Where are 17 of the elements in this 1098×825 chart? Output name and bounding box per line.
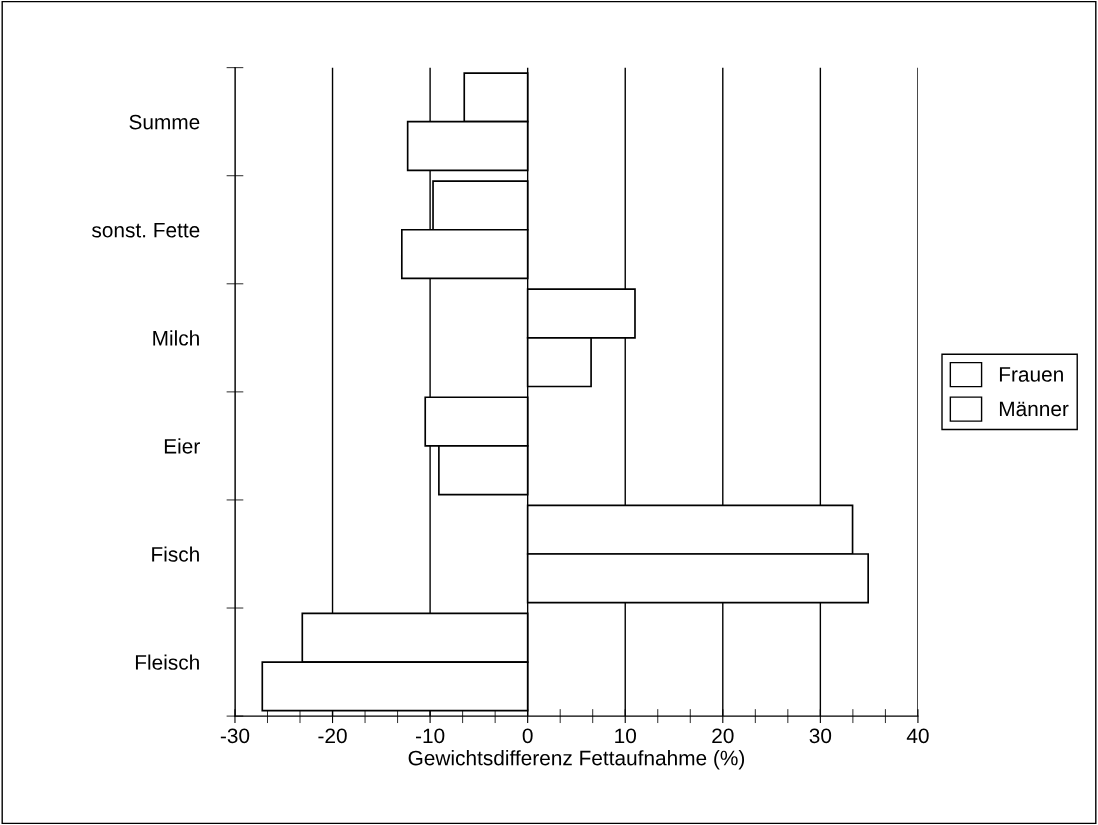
legend-label: Frauen: [999, 367, 1063, 382]
y-tick-label: Milch: [153, 330, 199, 346]
y-tick-label: Eier: [164, 438, 200, 454]
x-tick-label: -30: [220, 728, 250, 744]
y-tick-label: Fisch: [152, 546, 199, 562]
x-tick-label: 10: [615, 728, 637, 744]
y-tick-label: Fleisch: [135, 654, 199, 670]
x-axis-title: Gewichtsdifferenz Fettaufnahme (%): [408, 750, 745, 770]
x-tick-label: 30: [809, 728, 832, 744]
legend-label: Männer: [999, 401, 1069, 417]
x-tick-label: 40: [906, 728, 929, 744]
y-tick-label: Summe: [129, 114, 200, 130]
x-tick-label: 20: [712, 728, 734, 744]
x-tick-label: 0: [522, 728, 533, 744]
x-tick-label: -20: [318, 728, 347, 744]
x-tick-label: -10: [415, 728, 445, 744]
y-tick-label: sonst. Fette: [91, 222, 200, 238]
